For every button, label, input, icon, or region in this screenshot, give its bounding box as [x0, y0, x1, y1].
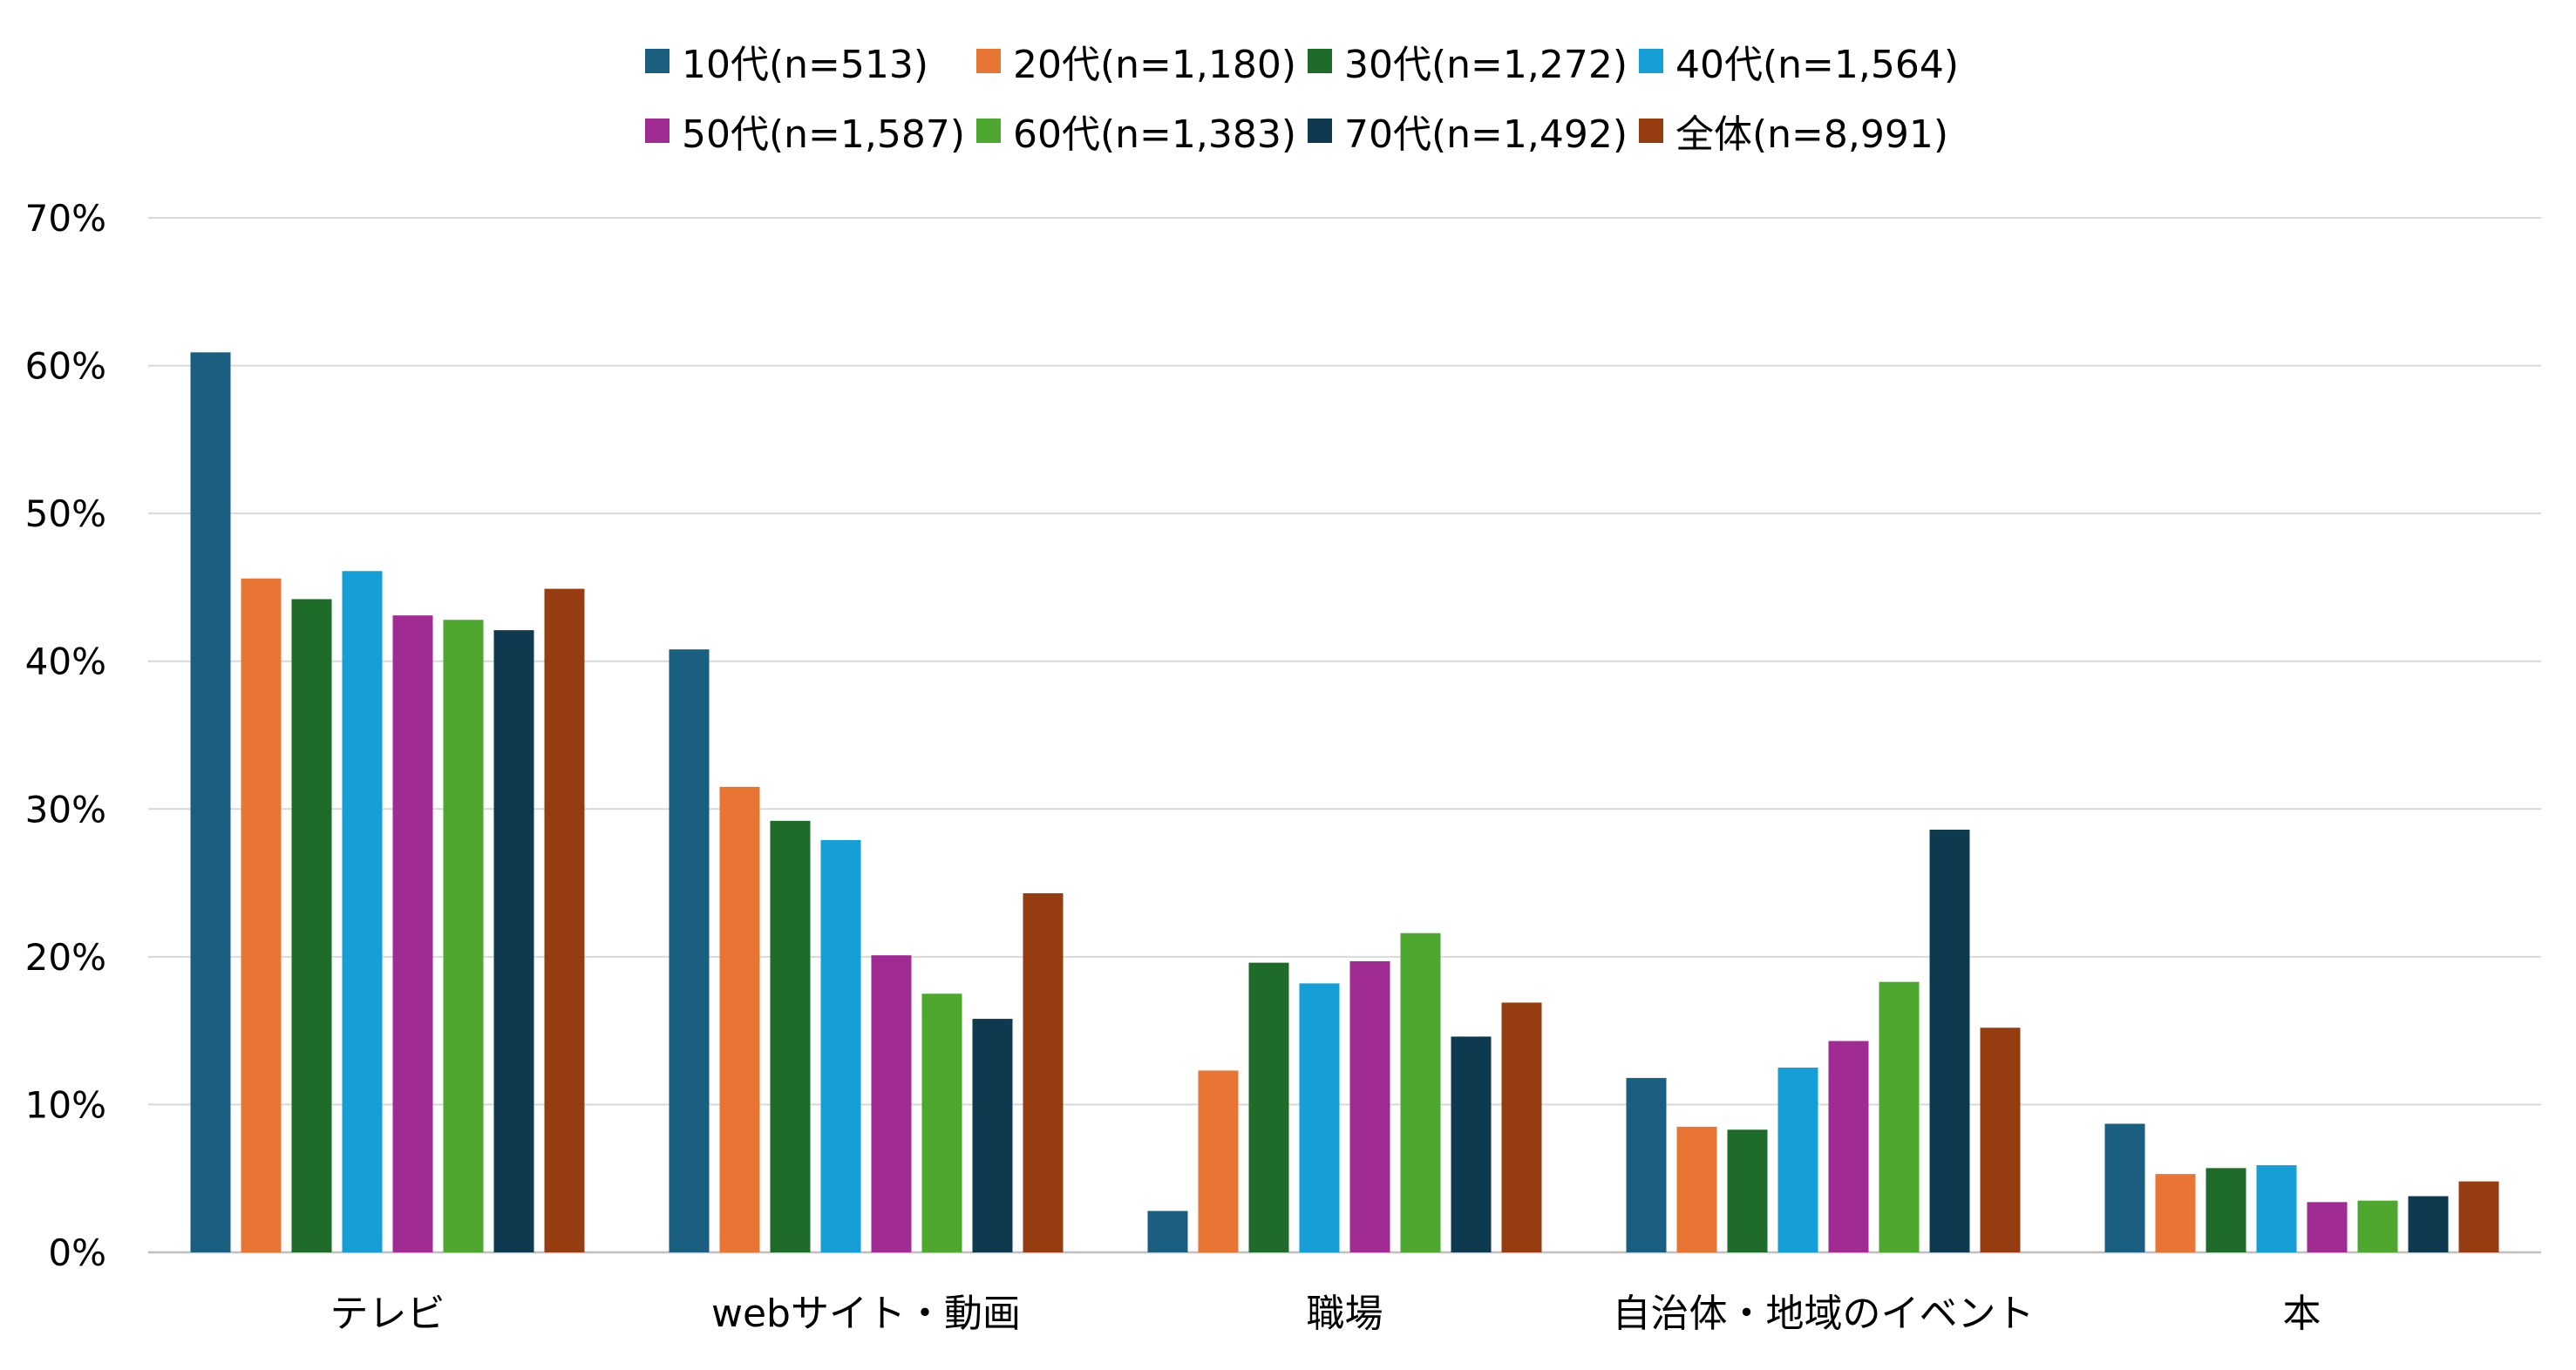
legend-item: 70代(n=1,492): [1308, 96, 1639, 166]
bar: [190, 352, 231, 1252]
bar: [820, 839, 861, 1252]
bar: [719, 786, 760, 1252]
category-label: テレビ: [330, 1292, 445, 1336]
bar: [1828, 1041, 1869, 1252]
bar: [1929, 830, 1970, 1252]
legend-label: 70代(n=1,492): [1344, 112, 1628, 157]
bar: [342, 571, 383, 1252]
y-tick-label: 40%: [25, 641, 106, 683]
bar: [2408, 1196, 2449, 1252]
bar: [1501, 1002, 1542, 1252]
bar: [443, 620, 484, 1252]
y-tick-label: 70%: [25, 197, 106, 240]
bar: [1198, 1070, 1239, 1252]
y-tick-label: 50%: [25, 492, 106, 535]
bar: [1451, 1036, 1492, 1252]
bar: [1879, 981, 1920, 1252]
legend-label: 60代(n=1,383): [1013, 112, 1297, 157]
legend-swatch: [645, 119, 669, 143]
bar: [291, 599, 332, 1252]
bar: [1676, 1126, 1717, 1252]
legend-swatch: [1308, 119, 1332, 143]
legend-swatch: [1308, 49, 1332, 73]
legend-item: 60代(n=1,383): [976, 96, 1308, 166]
y-tick-label: 0%: [48, 1231, 106, 1274]
legend-item: 40代(n=1,564): [1639, 26, 1970, 96]
bar: [2104, 1123, 2145, 1252]
bar: [2307, 1202, 2348, 1252]
bar: [392, 615, 433, 1252]
legend-swatch: [1639, 119, 1663, 143]
legend-swatch: [976, 119, 1001, 143]
bar: [1777, 1068, 1818, 1252]
legend-swatch: [976, 49, 1001, 73]
bar: [1727, 1129, 1768, 1252]
legend-label: 50代(n=1,587): [682, 112, 966, 157]
y-tick-label: 60%: [25, 345, 106, 388]
bar: [2458, 1181, 2499, 1252]
bar: [1248, 962, 1289, 1252]
bar: [493, 630, 534, 1252]
bar: [2155, 1174, 2196, 1252]
bar: [1980, 1028, 2021, 1252]
bar: [2256, 1164, 2297, 1252]
bar: [871, 955, 912, 1252]
bar: [2206, 1168, 2246, 1252]
bar: [770, 820, 811, 1252]
y-tick-label: 10%: [25, 1083, 106, 1126]
bar: [1023, 892, 1064, 1252]
legend-swatch: [645, 49, 669, 73]
bar: [241, 578, 282, 1252]
legend-label: 全体(n=8,991): [1675, 112, 1949, 157]
legend-swatch: [1639, 49, 1663, 73]
legend-row: 50代(n=1,587) 60代(n=1,383) 70代(n=1,492) 全体(n…: [645, 96, 1970, 166]
y-tick-label: 30%: [25, 788, 106, 831]
bar: [1299, 983, 1340, 1252]
bar: [544, 588, 585, 1252]
category-label: webサイト・動画: [711, 1292, 1021, 1336]
legend-item: 10代(n=513): [645, 26, 976, 96]
legend-label: 30代(n=1,272): [1344, 43, 1628, 87]
bar: [1626, 1077, 1667, 1252]
bar: [669, 649, 710, 1252]
legend-item: 20代(n=1,180): [976, 26, 1308, 96]
legend-label: 20代(n=1,180): [1013, 43, 1297, 87]
bar: [1147, 1211, 1188, 1252]
legend-item: 30代(n=1,272): [1308, 26, 1639, 96]
bar: [1400, 933, 1441, 1252]
category-label: 自治体・地域のイベント: [1613, 1292, 2035, 1336]
legend-label: 40代(n=1,564): [1675, 43, 1960, 87]
y-tick-label: 20%: [25, 936, 106, 979]
chart-legend: 10代(n=513) 20代(n=1,180) 30代(n=1,272) 40代(n=…: [645, 26, 1970, 166]
bar: [972, 1019, 1013, 1252]
legend-label: 10代(n=513): [682, 43, 929, 87]
bar: [921, 994, 962, 1252]
legend-item: 50代(n=1,587): [645, 96, 976, 166]
bar: [1349, 960, 1390, 1252]
bar: [2357, 1200, 2398, 1252]
category-label: 本: [2283, 1292, 2321, 1336]
legend-item: 全体(n=8,991): [1639, 96, 1970, 166]
legend-row: 10代(n=513) 20代(n=1,180) 30代(n=1,272) 40代(n=…: [645, 26, 1970, 96]
category-label: 職場: [1307, 1292, 1383, 1336]
